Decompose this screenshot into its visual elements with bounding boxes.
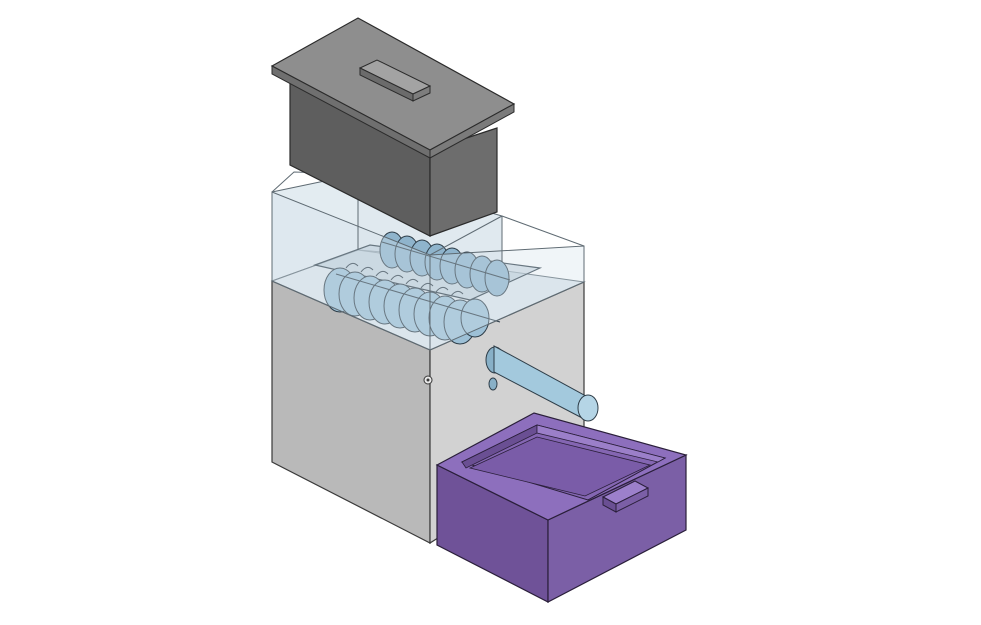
blade-row-back bbox=[379, 231, 510, 297]
blade-teeth bbox=[345, 262, 464, 297]
bin-floor bbox=[468, 436, 652, 497]
crank-handle bbox=[485, 345, 599, 422]
lid bbox=[270, 17, 516, 237]
bin-pull-tab bbox=[601, 480, 650, 513]
hopper-front-right bbox=[429, 245, 585, 351]
lid-handle bbox=[358, 59, 432, 102]
glass-hopper-front bbox=[271, 171, 585, 351]
collection-bin bbox=[435, 412, 688, 603]
lid-side-face bbox=[429, 127, 498, 237]
crank-end-cap bbox=[577, 394, 599, 422]
